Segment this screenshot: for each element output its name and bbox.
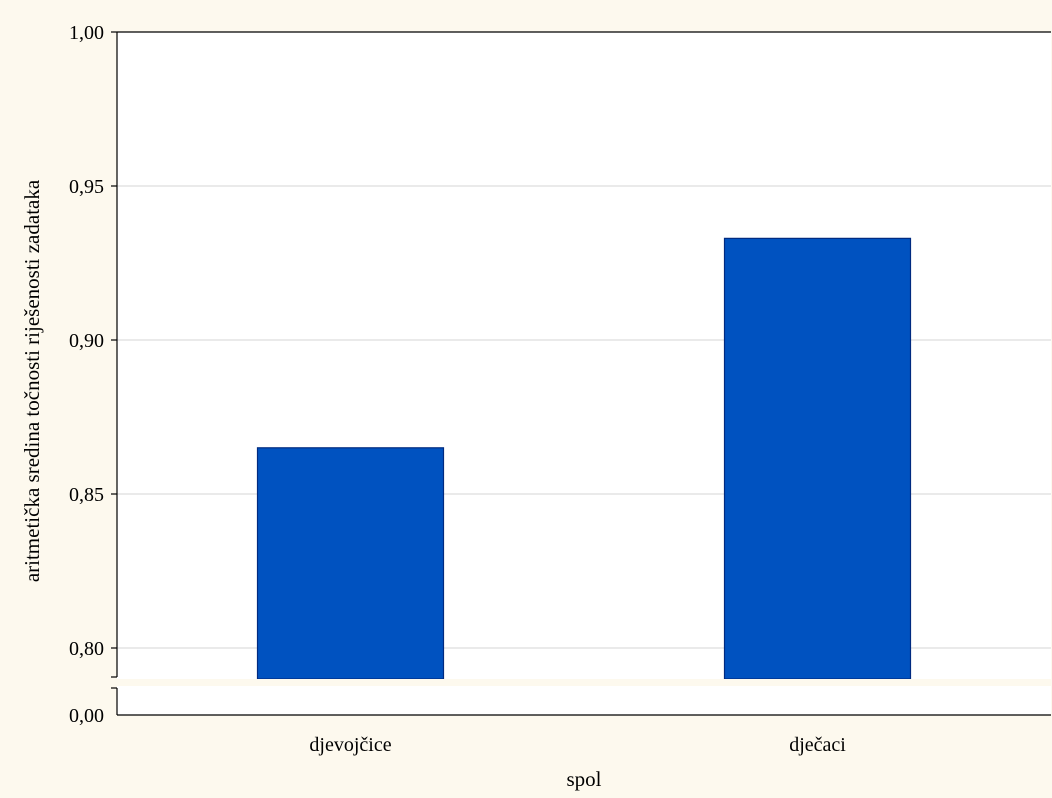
y-tick-label-base: 0,00 (69, 705, 104, 727)
axes (111, 32, 1051, 716)
y-tick-label: 0,85 (69, 484, 104, 506)
y-tick-label: 0,90 (69, 330, 104, 352)
y-axis-title: aritmetička sredina točnosti riješenosti… (20, 179, 44, 582)
y-ticks: 0,80 0,85 0,90 0,95 1,00 (69, 22, 117, 660)
y-tick-label: 0,95 (69, 176, 104, 198)
bars (256, 237, 912, 680)
x-tick-label: dječaci (789, 734, 846, 756)
x-tick-label: djevojčice (309, 734, 391, 756)
y-tick-label: 1,00 (69, 22, 104, 44)
y-tick-label: 0,80 (69, 638, 104, 660)
bar (256, 447, 445, 680)
x-axis-title: spol (566, 767, 601, 791)
x-ticks: djevojčice dječaci (309, 734, 846, 756)
axis-break-gap (117, 679, 1051, 686)
bar (723, 237, 912, 680)
